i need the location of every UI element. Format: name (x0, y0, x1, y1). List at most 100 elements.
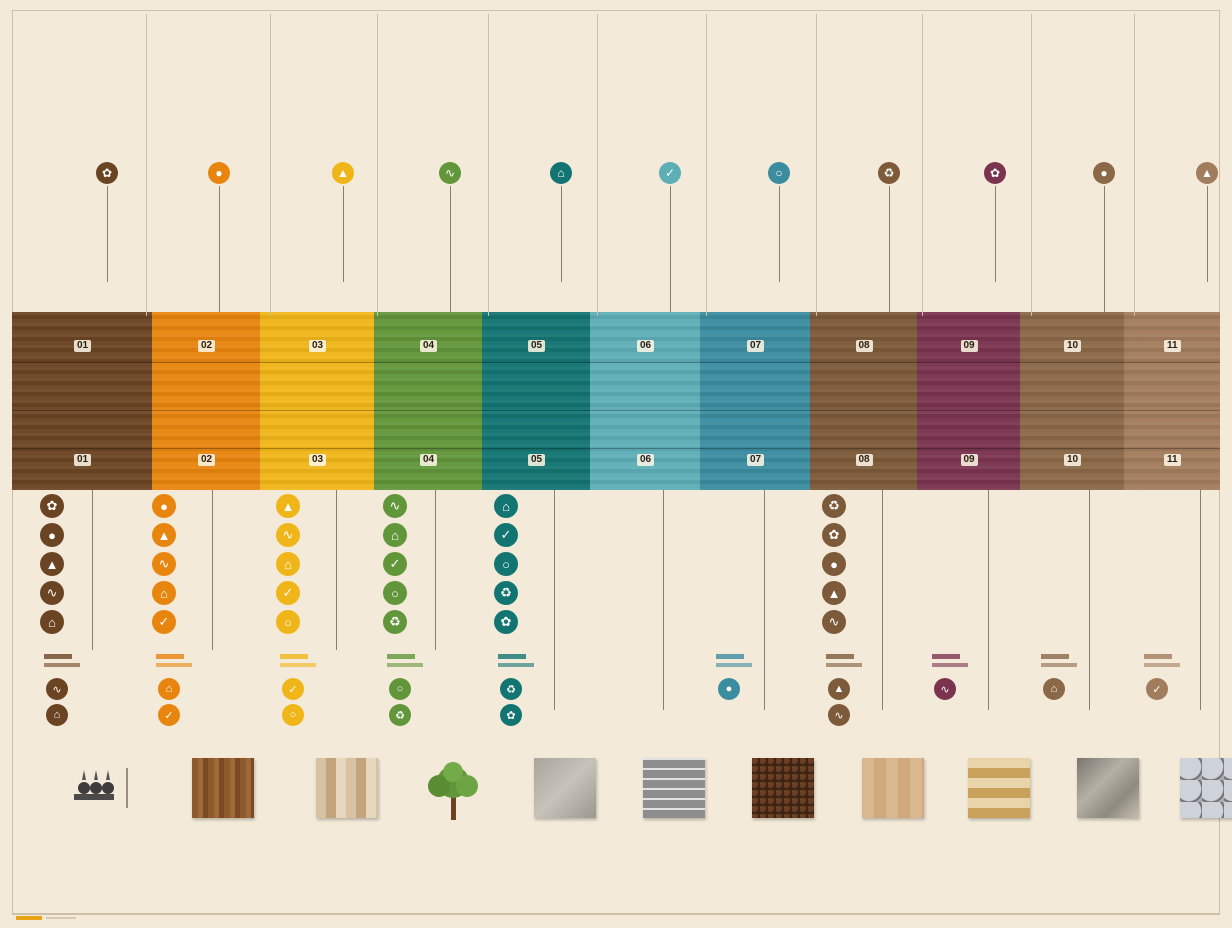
band-segment: 09 09 (917, 312, 1020, 490)
property-bar (276, 162, 320, 177)
footer-rule (12, 914, 1220, 915)
column-symbol-icon: ✿ (984, 162, 1006, 184)
stat-bar (494, 58, 584, 73)
property-bar (276, 237, 320, 252)
material-column: ▲ ✓ (1140, 14, 1232, 914)
stat-bar (383, 58, 473, 73)
lower-icons: ⌂ (1043, 678, 1083, 704)
lower-bar (156, 654, 216, 667)
wave-icon: ∿ (934, 678, 956, 700)
property-bar (822, 222, 866, 237)
property-bar (152, 192, 196, 207)
band-label-top: 04 (420, 340, 438, 352)
band-segment: 08 08 (810, 312, 917, 490)
drop-icon: ● (152, 494, 176, 518)
stat-bar (1037, 73, 1127, 88)
lower-bar (1144, 654, 1204, 667)
feature-icons: ♻ ✿ ● ▲ ∿ (822, 494, 862, 639)
property-bar (822, 177, 866, 192)
property-bar (1140, 237, 1184, 252)
leader-line (219, 186, 220, 312)
column-separator (922, 14, 923, 316)
property-bar (1140, 192, 1184, 207)
property-bar (152, 162, 196, 177)
property-bar (494, 177, 538, 192)
band-label-bottom: 09 (960, 454, 978, 466)
feature-icons: ▲ ∿ ⌂ ✓ ○ (276, 494, 316, 639)
stat-bar (276, 73, 366, 88)
mosaic (968, 758, 1030, 818)
check-icon: ✓ (276, 581, 300, 605)
leader-line (995, 186, 996, 282)
leader-line (92, 490, 93, 650)
feature-icons: ∿ ⌂ ✓ ○ ♻ (383, 494, 423, 639)
stat-bar (383, 88, 473, 103)
property-bar (712, 222, 756, 237)
truck-icon: ⌂ (152, 581, 176, 605)
stat-bar (822, 58, 912, 73)
material-column: ✿ ∿ (928, 14, 1030, 914)
band-segment: 10 10 (1020, 312, 1124, 490)
property-bar (40, 177, 84, 192)
property-bar (928, 162, 972, 177)
recycle-icon: ♻ (822, 494, 846, 518)
stat-bars (494, 58, 584, 118)
stat-bar (40, 88, 130, 103)
property-bar (276, 252, 320, 267)
leaf-icon: ✿ (500, 704, 522, 726)
lower-icons: ✓ (1146, 678, 1186, 704)
property-bar (712, 192, 756, 207)
material-column: ♻ ♻ ✿ ● ▲ ∿ ▲ ∿ (822, 14, 924, 914)
footer-tick (46, 917, 76, 919)
property-bar (152, 252, 196, 267)
stat-bar (928, 58, 1018, 73)
column-separator (1134, 14, 1135, 316)
stat-bar (822, 73, 912, 88)
band-label-bottom: 02 (198, 454, 216, 466)
tree-icon (423, 758, 485, 820)
property-bar (1140, 177, 1184, 192)
column-symbol-icon: ✿ (96, 162, 118, 184)
lower-bar (1041, 654, 1101, 667)
property-bar (928, 282, 972, 297)
lower-bar (826, 654, 886, 667)
leader-line (554, 490, 555, 710)
stat-bar (152, 103, 242, 118)
material-column: ● ⌂ (1037, 14, 1139, 914)
leader-line (889, 186, 890, 312)
recycle-icon: ♻ (383, 610, 407, 634)
property-bar (928, 207, 972, 222)
property-bar (383, 162, 427, 177)
band-label-bottom: 04 (420, 454, 438, 466)
leader-line (336, 490, 337, 650)
lower-bar (498, 654, 558, 667)
property-bar (40, 222, 84, 237)
triangle-icon: ▲ (152, 523, 176, 547)
gravel (752, 758, 814, 818)
band-label-bottom: 11 (1164, 454, 1181, 466)
column-separator (377, 14, 378, 316)
band-label-top: 11 (1164, 340, 1181, 352)
property-bar (603, 177, 647, 192)
property-bar (494, 192, 538, 207)
truck-icon: ⌂ (383, 523, 407, 547)
property-bar (928, 222, 972, 237)
stat-bar (40, 58, 130, 73)
property-bar (494, 282, 538, 297)
recycle-icon: ♻ (389, 704, 411, 726)
leaf-icon: ✿ (822, 523, 846, 547)
property-bar (603, 237, 647, 252)
stat-bar (1037, 58, 1127, 73)
stat-bar (276, 58, 366, 73)
band-segment: 02 02 (152, 312, 260, 490)
stat-bar (712, 103, 802, 118)
slate (1077, 758, 1139, 818)
property-bars (276, 162, 320, 297)
lower-icons: ● (718, 678, 758, 704)
check-icon: ✓ (1146, 678, 1168, 700)
material-column: ○ ● (712, 14, 814, 914)
property-bar (383, 207, 427, 222)
column-symbol-icon: ∿ (439, 162, 461, 184)
leader-line (107, 186, 108, 282)
stat-bar (494, 88, 584, 103)
